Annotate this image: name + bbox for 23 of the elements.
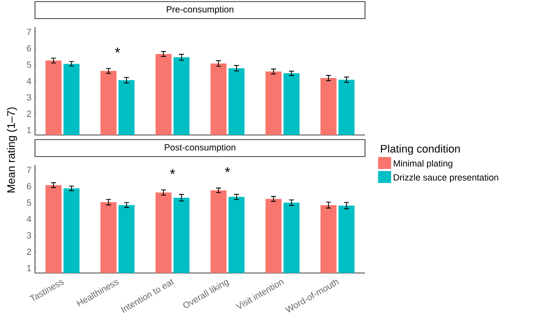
- annotation: *: [115, 48, 120, 52]
- annotation: *: [170, 169, 176, 174]
- legend-title: Plating condition: [380, 144, 460, 155]
- y-tick-label: 7: [26, 28, 32, 35]
- legend-label: Drizzle sauce presentation: [394, 174, 498, 182]
- y-tick-label: 1: [27, 127, 32, 134]
- y-tick-label: 1: [27, 265, 32, 272]
- y-tick-label: 2: [26, 110, 32, 117]
- y-tick-label: 3: [26, 94, 32, 101]
- y-tick-label: 3: [26, 232, 32, 239]
- y-tick-label: 4: [26, 216, 32, 222]
- y-tick-label: 5: [26, 62, 32, 68]
- y-tick-label: 5: [26, 200, 32, 206]
- y-tick-label: 2: [26, 248, 32, 255]
- chart-title: Post-consumption: [164, 144, 236, 152]
- y-tick-label: 7: [26, 166, 32, 173]
- y-axis-title: Mean rating (1–7): [6, 107, 18, 192]
- y-tick-label: 6: [26, 45, 32, 52]
- y-tick-label: 6: [26, 183, 32, 190]
- legend-label: Minimal plating: [394, 160, 452, 168]
- y-tick-label: 4: [26, 78, 32, 84]
- chart-title: Pre-consumption: [166, 6, 234, 14]
- annotation: *: [225, 167, 230, 172]
